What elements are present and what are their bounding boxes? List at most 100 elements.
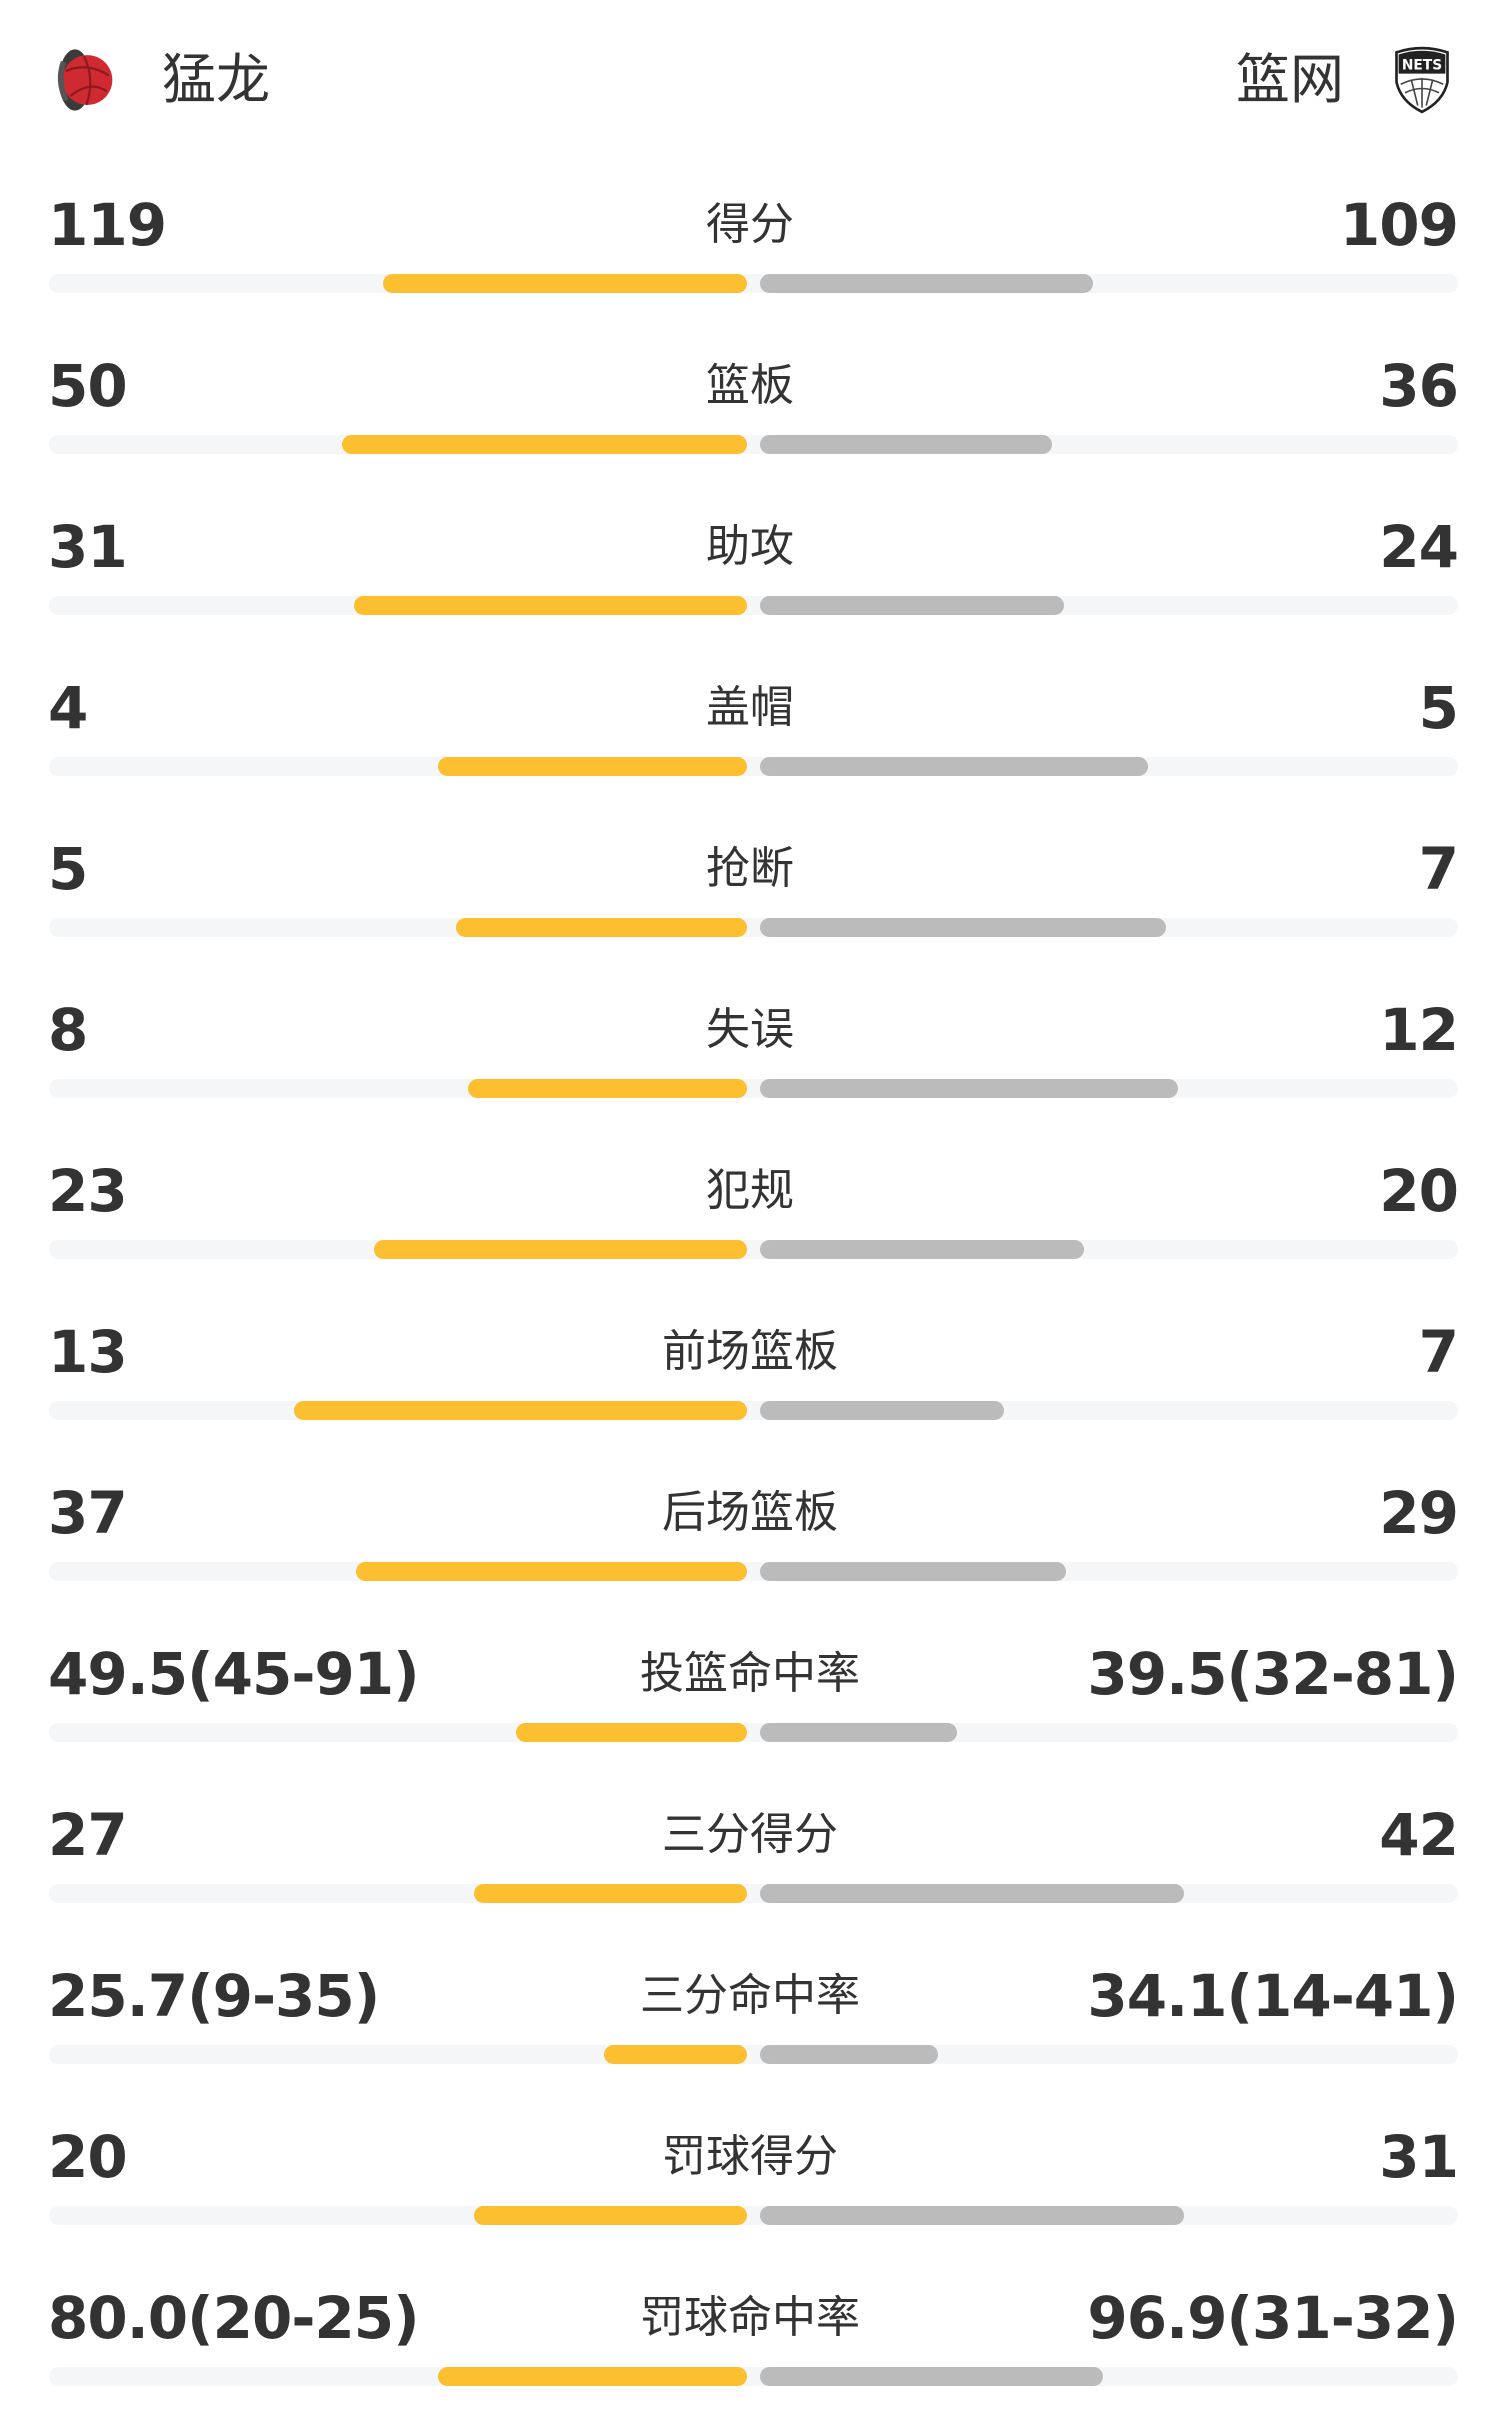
stat-label: 后场篮板 — [662, 1487, 838, 1538]
home-stat-value: 4 — [48, 674, 88, 742]
stat-label: 前场篮板 — [662, 1326, 838, 1377]
stat-label: 犯规 — [706, 1165, 794, 1216]
stat-row: 31 助攻 24 — [0, 497, 1500, 658]
home-stat-bar — [437, 757, 747, 776]
home-stat-bar — [473, 2206, 747, 2225]
away-stat-bar — [760, 1723, 958, 1742]
away-stat-value: 24 — [1379, 513, 1459, 581]
home-stat-value: 37 — [48, 1479, 128, 1547]
away-stat-value: 31 — [1379, 2123, 1459, 2191]
home-stat-bar — [342, 435, 747, 454]
away-stat-value: 12 — [1379, 996, 1459, 1064]
away-stat-value: 7 — [1418, 835, 1459, 903]
stat-row: 23 犯规 20 — [0, 1141, 1500, 1302]
stat-row: 4 盖帽 5 — [0, 658, 1500, 819]
stat-row: 13 前场篮板 7 — [0, 1302, 1500, 1463]
stat-label: 得分 — [706, 199, 794, 250]
stat-label: 罚球命中率 — [640, 2292, 860, 2343]
stat-label: 投篮命中率 — [640, 1648, 860, 1699]
stat-bar-track — [49, 435, 1458, 454]
stat-bar-track — [49, 1079, 1458, 1098]
stat-label: 篮板 — [706, 360, 794, 411]
stat-label: 三分命中率 — [640, 1970, 860, 2021]
away-stat-value: 5 — [1418, 674, 1459, 742]
stat-bar-track — [49, 1884, 1458, 1903]
stat-bar-track — [49, 596, 1458, 615]
home-stat-value: 27 — [48, 1801, 128, 1869]
home-stat-bar — [516, 1723, 747, 1742]
home-stat-value: 23 — [48, 1157, 128, 1225]
stat-bar-track — [49, 1562, 1458, 1581]
away-stat-value: 7 — [1418, 1318, 1459, 1386]
home-stat-value: 25.7(9-35) — [48, 1962, 380, 2030]
away-stat-bar — [760, 1401, 1004, 1420]
home-stat-bar — [383, 274, 747, 293]
away-stat-value: 109 — [1339, 191, 1459, 259]
away-stat-value: 96.9(31-32) — [1087, 2284, 1459, 2352]
home-stat-bar — [353, 596, 747, 615]
away-stat-value: 34.1(14-41) — [1087, 1962, 1459, 2030]
home-stat-value: 8 — [48, 996, 88, 1064]
away-stat-value: 29 — [1379, 1479, 1459, 1547]
stat-bar-track — [49, 2045, 1458, 2064]
away-stat-bar — [760, 918, 1167, 937]
stat-row: 37 后场篮板 29 — [0, 1463, 1500, 1624]
raptors-logo-icon — [57, 49, 113, 111]
team-header: 猛龙 篮网 NETS — [0, 0, 1500, 160]
away-stat-value: 36 — [1379, 352, 1459, 420]
home-stat-bar — [374, 1240, 747, 1259]
stat-row: 27 三分得分 42 — [0, 1785, 1500, 1946]
home-stat-bar — [437, 2367, 747, 2386]
away-stat-value: 42 — [1379, 1801, 1459, 1869]
stat-label: 盖帽 — [706, 682, 794, 733]
away-stat-bar — [760, 1079, 1179, 1098]
stat-row: 20 罚球得分 31 — [0, 2107, 1500, 2268]
home-stat-value: 50 — [48, 352, 128, 420]
home-stat-value: 49.5(45-91) — [48, 1640, 420, 1708]
nets-logo-icon: NETS — [1395, 46, 1449, 114]
home-stat-value: 20 — [48, 2123, 128, 2191]
stat-bar-track — [49, 2206, 1458, 2225]
home-stat-bar — [293, 1401, 747, 1420]
stat-label: 抢断 — [706, 843, 794, 894]
home-stat-bar — [474, 1884, 747, 1903]
home-stat-value: 5 — [48, 835, 88, 903]
stat-bar-track — [49, 1723, 1458, 1742]
stat-row: 8 失误 12 — [0, 980, 1500, 1141]
home-stat-bar — [355, 1562, 747, 1581]
away-stat-bar — [760, 2367, 1103, 2386]
stat-bar-track — [49, 2367, 1458, 2386]
home-stat-bar — [604, 2045, 747, 2064]
stat-row: 50 篮板 36 — [0, 336, 1500, 497]
away-stat-value: 39.5(32-81) — [1087, 1640, 1459, 1708]
away-stat-bar — [760, 596, 1064, 615]
away-stat-bar — [760, 757, 1148, 776]
away-stat-bar — [760, 274, 1094, 293]
stat-row: 25.7(9-35) 三分命中率 34.1(14-41) — [0, 1946, 1500, 2107]
stat-bar-track — [49, 1240, 1458, 1259]
home-stat-value: 80.0(20-25) — [48, 2284, 420, 2352]
stat-label: 失误 — [706, 1004, 794, 1055]
stat-bar-track — [49, 757, 1458, 776]
away-stat-value: 20 — [1379, 1157, 1459, 1225]
stat-bar-track — [49, 1401, 1458, 1420]
stat-bar-track — [49, 274, 1458, 293]
home-stat-value: 31 — [48, 513, 128, 581]
away-stat-bar — [760, 435, 1053, 454]
stat-label: 罚球得分 — [662, 2131, 838, 2182]
away-stat-bar — [760, 2045, 938, 2064]
svg-text:NETS: NETS — [1402, 57, 1442, 73]
stat-row: 119 得分 109 — [0, 175, 1500, 336]
stat-row: 80.0(20-25) 罚球命中率 96.9(31-32) — [0, 2268, 1500, 2429]
stat-row: 49.5(45-91) 投篮命中率 39.5(32-81) — [0, 1624, 1500, 1785]
away-team-name: 篮网 — [1236, 48, 1344, 111]
away-stat-bar — [760, 1562, 1066, 1581]
stat-bar-track — [49, 918, 1458, 937]
stat-label: 助攻 — [706, 521, 794, 572]
home-stat-value: 119 — [48, 191, 167, 259]
home-stat-bar — [456, 918, 747, 937]
stat-label: 三分得分 — [662, 1809, 838, 1860]
away-stat-bar — [760, 1240, 1085, 1259]
stat-row: 5 抢断 7 — [0, 819, 1500, 980]
home-team-name: 猛龙 — [162, 48, 270, 111]
